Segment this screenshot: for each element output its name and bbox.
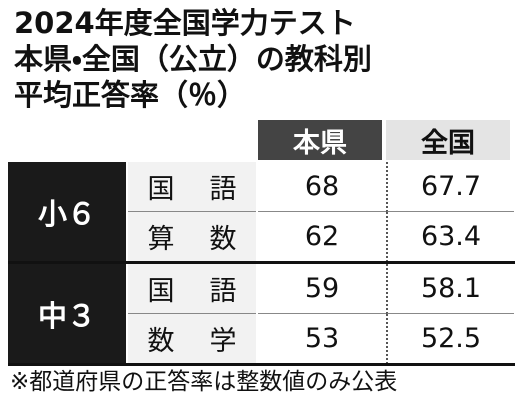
title-line: 2024年度全国学力テスト xyxy=(14,6,356,40)
value: 62 xyxy=(258,212,386,262)
value: 67.7 xyxy=(386,162,514,212)
group-label: 小６ xyxy=(8,162,126,262)
group-divider xyxy=(8,261,515,264)
value: 53 xyxy=(258,314,386,364)
value: 52.5 xyxy=(386,314,514,364)
column-header: 全国 xyxy=(386,120,510,160)
column-header: 本県 xyxy=(258,120,382,160)
value: 63.4 xyxy=(386,212,514,262)
value: 58.1 xyxy=(386,264,514,314)
subject: 数学 xyxy=(128,314,256,364)
title-line: 本県・全国（公立）の教科別 xyxy=(14,42,372,76)
subject: 国語 xyxy=(128,264,256,314)
subject: 国語 xyxy=(128,162,256,212)
value: 68 xyxy=(258,162,386,212)
subject: 算数 xyxy=(128,212,256,262)
footnote: ※都道府県の正答率は整数値のみ公表 xyxy=(10,369,398,395)
group-label: 中３ xyxy=(8,264,126,364)
group-divider xyxy=(8,363,515,366)
value: 59 xyxy=(258,264,386,314)
title-line: 平均正答率（％） xyxy=(14,78,247,112)
